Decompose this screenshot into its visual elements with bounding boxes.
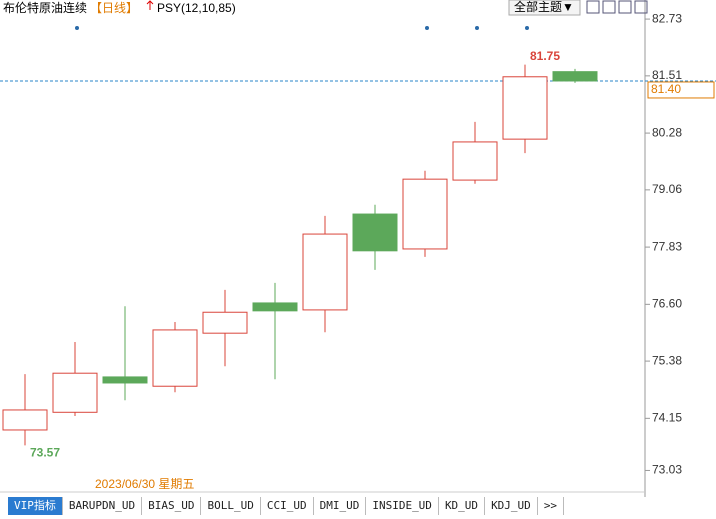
y-tick-label: 77.83 [652,239,682,253]
x-label: 2023/06/30 星期五 [95,477,194,491]
y-tick-label: 76.60 [652,297,682,311]
y-tick-label: 81.51 [652,68,682,82]
tab[interactable]: KDJ_UD [485,497,538,515]
candle-body [552,71,598,82]
tab[interactable]: >> [538,497,565,515]
min-label: 73.57 [30,445,60,459]
candle-body [202,311,248,334]
last-price-box [647,81,715,99]
candle-body [2,409,48,431]
candle-body [152,329,198,387]
candle-body [102,376,148,384]
toolbar-icons [586,0,648,14]
y-tick-label: 80.28 [652,125,682,139]
indicator: PSY(12,10,85) [157,1,236,15]
tab[interactable]: BOLL_UD [201,497,261,515]
max-label: 81.75 [530,49,560,63]
event-markers [75,26,529,30]
theme-button[interactable] [508,0,581,16]
tab[interactable]: BARUPDN_UD [63,497,143,515]
candle-body [502,76,548,140]
last-price-label: 81.40 [651,82,681,96]
y-tick-label: 75.38 [652,353,682,367]
y-tick-label: 73.03 [652,463,682,477]
candle-body [302,233,348,311]
tab[interactable]: DMI_UD [314,497,367,515]
tab[interactable]: KD_UD [439,497,486,515]
tab[interactable]: CCI_UD [261,497,314,515]
tab[interactable]: INSIDE_UD [366,497,439,515]
y-tick-label: 74.15 [652,411,682,425]
candle-body [352,213,398,252]
theme-button-label[interactable]: 全部主题▼ [514,0,574,14]
candle-body [52,372,98,413]
candle-body [252,302,298,312]
indicator-icon [146,0,154,10]
tab[interactable]: BIAS_UD [142,497,202,515]
chart: 布伦特原油连续 【日线】 PSY(12,10,85) 全部主题▼ 2023/06… [0,0,716,497]
y-tick-label: 79.06 [652,182,682,196]
period: 【日线】 [90,1,138,15]
candle-body [402,178,448,250]
y-tick-label: 82.73 [652,11,682,25]
chart-title: 布伦特原油连续 [3,0,87,15]
candle-body [452,141,498,181]
tab[interactable]: VIP指标 [8,497,63,515]
indicator-tabs: VIP指标 BARUPDN_UD BIAS_UD BOLL_UD CCI_UD DMI_U… [8,497,565,515]
